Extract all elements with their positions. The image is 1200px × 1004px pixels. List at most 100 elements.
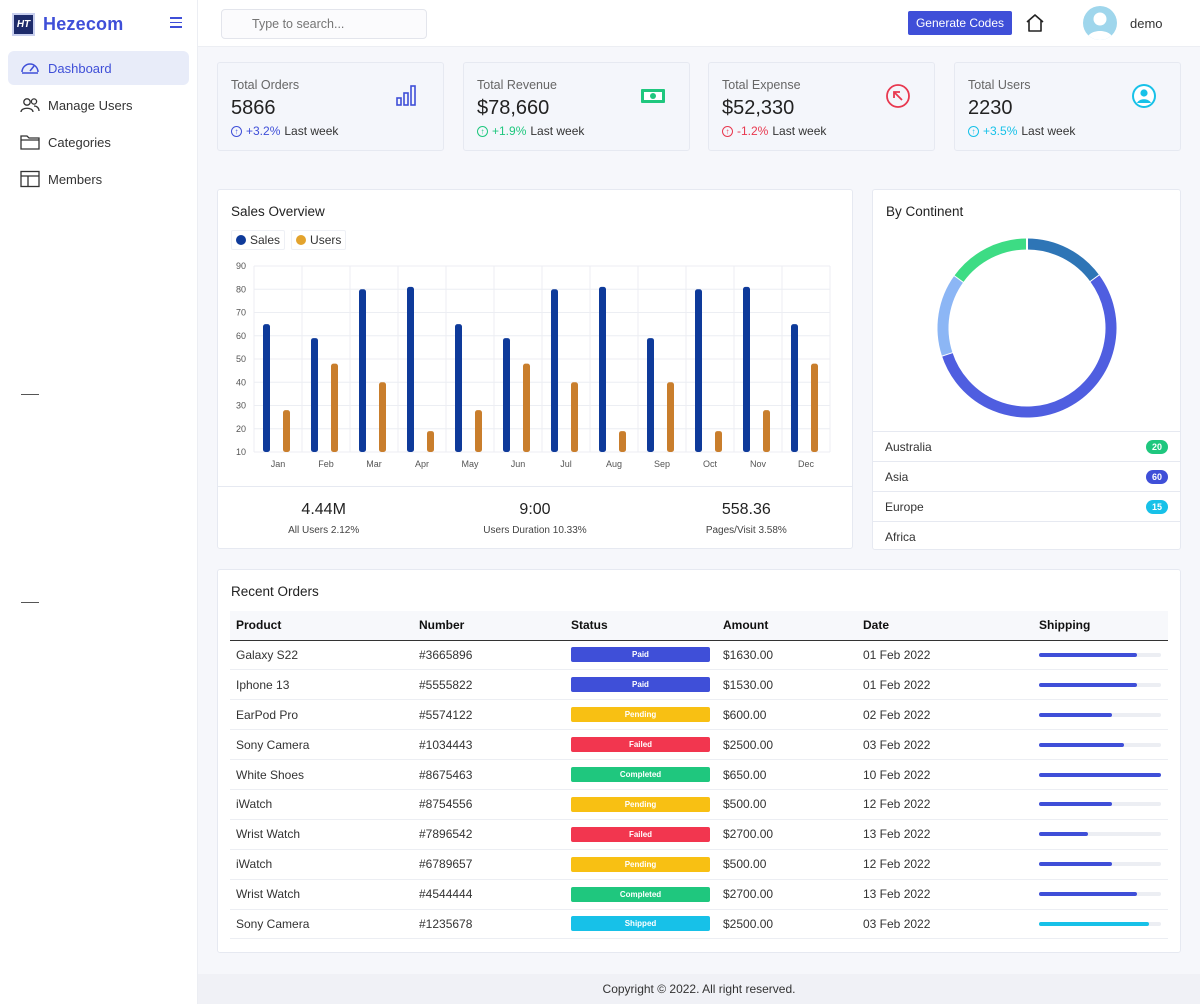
search-input[interactable] <box>221 9 427 39</box>
x-tick-label: Jun <box>511 459 526 469</box>
summary-item: 9:00 Users Duration 10.33% <box>429 487 640 548</box>
stat-card-revenue: Total Revenue $78,660 ↑ +1.9% Last week <box>463 62 690 151</box>
bar-users <box>571 382 578 452</box>
sales-bar-chart: 10 20 30 40 50 60 70 80 90 Jan Feb Mar Apr May Jun Jul A… <box>236 261 831 469</box>
summary-label: All Users 2.12% <box>288 525 360 536</box>
shipping-progress-fill <box>1039 742 1125 747</box>
home-icon[interactable] <box>1024 12 1046 34</box>
table-row[interactable]: EarPod Pro #5574122 Pending $600.00 02 Feb 2… <box>230 699 1168 731</box>
summary-item: 558.36 Pages/Visit 3.58% <box>641 487 852 548</box>
y-tick-label: 40 <box>236 377 246 387</box>
table-row[interactable]: White Shoes #8675463 Completed $650.00 10 Fe… <box>230 759 1168 790</box>
column-header[interactable]: Date <box>857 611 1033 641</box>
user-name[interactable]: demo <box>1130 16 1163 31</box>
sidebar-item-categories[interactable]: Categories <box>8 125 189 159</box>
status-badge: Completed <box>571 767 710 782</box>
product-cell: Wrist Watch <box>230 819 413 850</box>
table-row[interactable]: Iphone 13 #5555822 Paid $1530.00 01 Feb 2022 <box>230 669 1168 701</box>
shipping-progress-bar <box>1039 802 1161 807</box>
table-row[interactable]: iWatch #8754556 Pending $500.00 12 Feb 2022 <box>230 789 1168 820</box>
date-cell: 10 Feb 2022 <box>857 759 1033 790</box>
stat-label: Total Expense <box>722 78 801 92</box>
stat-label: Total Revenue <box>477 78 557 92</box>
column-header[interactable]: Status <box>565 611 717 641</box>
orders-table: Product Number Status Amount Date Shippi… <box>230 611 1168 940</box>
stat-period: Last week <box>772 124 827 138</box>
avatar[interactable] <box>1083 6 1117 40</box>
shipping-progress-fill <box>1039 832 1088 837</box>
status-cell: Shipped <box>565 909 717 940</box>
sidebar-item-manage-users[interactable]: Manage Users <box>8 88 189 122</box>
generate-codes-button[interactable]: Generate Codes <box>908 11 1012 35</box>
continent-label: Australia <box>885 439 932 454</box>
table-row[interactable]: Galaxy S22 #3665896 Paid $1630.00 01 Feb 202… <box>230 640 1168 671</box>
continent-donut-chart <box>937 238 1117 418</box>
table-row[interactable]: Wrist Watch #4544444 Completed $2700.00 13 F… <box>230 879 1168 910</box>
y-tick-label: 60 <box>236 331 246 341</box>
stat-change-pct: +1.9% <box>492 124 527 138</box>
y-tick-label: 10 <box>236 447 246 457</box>
arrow-up-circle-icon: ↑ <box>231 125 242 137</box>
product-cell: White Shoes <box>230 759 413 790</box>
product-cell: iWatch <box>230 789 413 820</box>
shipping-progress-fill <box>1039 802 1113 807</box>
sidebar-item-dashboard[interactable]: Dashboard <box>8 51 189 85</box>
status-badge: Paid <box>571 647 710 663</box>
continent-row[interactable]: Australia 20 <box>873 431 1180 461</box>
product-cell: Iphone 13 <box>230 669 413 701</box>
table-row[interactable]: Sony Camera #1235678 Shipped $2500.00 03 Feb… <box>230 909 1168 940</box>
topbar: Generate Codes demo <box>198 0 1200 47</box>
continent-row[interactable]: Europe 15 <box>873 491 1180 521</box>
stat-period: Last week <box>530 124 585 138</box>
sales-overview-panel: Sales Overview Sales Users 10 20 30 40 50 60 7… <box>217 189 853 549</box>
legend-item-users[interactable]: Users <box>291 230 347 250</box>
shipping-progress-fill <box>1039 712 1113 717</box>
stat-label: Total Users <box>968 78 1031 92</box>
sidebar-item-members[interactable]: Members <box>8 162 189 196</box>
count-badge: 60 <box>1146 470 1168 484</box>
bar-users <box>475 410 482 452</box>
shipping-progress-bar <box>1039 772 1161 777</box>
footer: Copyright © 2022. All right reserved. <box>198 974 1200 1004</box>
shipping-cell <box>1033 789 1168 820</box>
hamburger-menu-icon[interactable] <box>170 17 182 29</box>
shipping-progress-fill <box>1039 921 1149 926</box>
date-cell: 03 Feb 2022 <box>857 909 1033 940</box>
number-cell: #7896542 <box>413 819 565 850</box>
legend-item-sales[interactable]: Sales <box>231 230 286 250</box>
stat-change-pct: +3.5% <box>983 124 1018 138</box>
column-header[interactable]: Number <box>413 611 565 641</box>
date-cell: 12 Feb 2022 <box>857 789 1033 820</box>
bar-sales <box>311 338 318 452</box>
table-row[interactable]: Wrist Watch #7896542 Failed $2700.00 13 Feb … <box>230 819 1168 850</box>
legend-swatch <box>236 235 246 245</box>
stat-period: Last week <box>284 124 339 138</box>
number-cell: #6789657 <box>413 849 565 880</box>
bar-users <box>427 431 434 452</box>
status-cell: Pending <box>565 849 717 880</box>
status-cell: Paid <box>565 640 717 671</box>
column-header[interactable]: Shipping <box>1033 611 1168 641</box>
column-header[interactable]: Product <box>230 611 413 641</box>
continent-row[interactable]: Asia 60 <box>873 461 1180 491</box>
x-tick-label: Oct <box>703 459 718 469</box>
table-row[interactable]: Sony Camera #1034443 Failed $2500.00 03 Feb … <box>230 729 1168 761</box>
shipping-progress-bar <box>1039 862 1161 867</box>
table-header-row: Product Number Status Amount Date Shippi… <box>230 611 1168 641</box>
status-cell: Pending <box>565 699 717 731</box>
continent-row[interactable]: Africa <box>873 521 1180 551</box>
number-cell: #3665896 <box>413 640 565 671</box>
status-cell: Completed <box>565 879 717 910</box>
shipping-progress-bar <box>1039 921 1161 926</box>
brand[interactable]: HT Hezecom <box>12 12 188 36</box>
table-row[interactable]: iWatch #6789657 Pending $500.00 12 Feb 2022 <box>230 849 1168 880</box>
stat-value: $52,330 <box>722 97 795 119</box>
donut-segment <box>937 275 964 356</box>
continent-label: Europe <box>885 499 924 514</box>
stat-change: ↑ +3.2% Last week <box>231 124 338 138</box>
shipping-progress-bar <box>1039 742 1161 747</box>
status-badge: Pending <box>571 796 710 812</box>
column-header[interactable]: Amount <box>717 611 857 641</box>
arrow-up-circle-icon: ↑ <box>477 125 488 137</box>
bar-sales <box>551 289 558 452</box>
